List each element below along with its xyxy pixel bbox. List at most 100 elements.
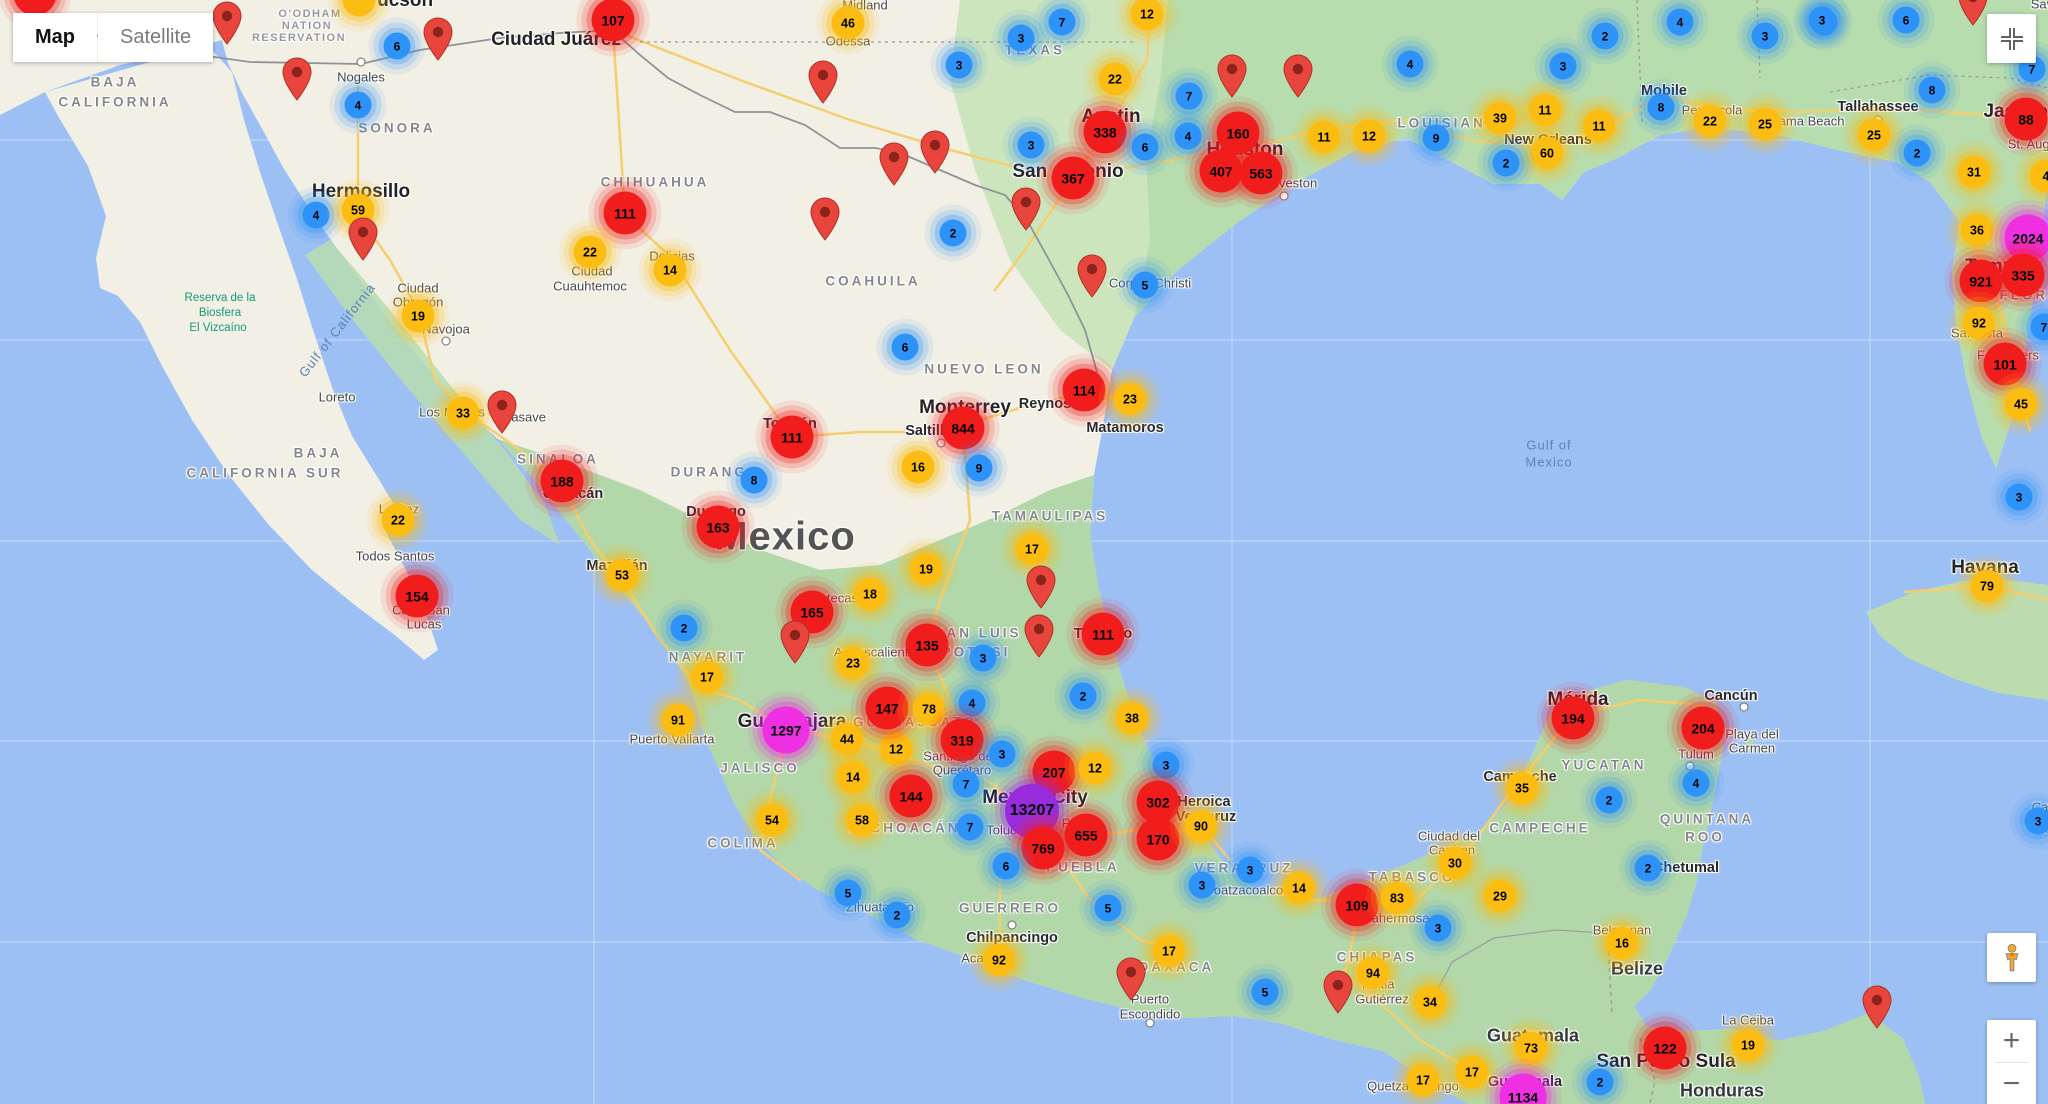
cluster-marker[interactable]: 2 <box>1634 854 1662 882</box>
cluster-marker[interactable]: 19 <box>1731 1028 1765 1062</box>
cluster-marker[interactable]: 170 <box>1136 817 1180 861</box>
cluster-marker[interactable]: 563 <box>1239 151 1283 195</box>
cluster-marker[interactable]: 6 <box>1892 6 1920 34</box>
cluster-marker[interactable]: 46 <box>831 6 865 40</box>
cluster-marker[interactable]: 2 <box>1903 139 1931 167</box>
cluster-marker[interactable]: 7 <box>2030 313 2048 341</box>
cluster-marker[interactable]: 769 <box>1021 826 1065 870</box>
cluster-marker[interactable]: 407 <box>1199 149 1243 193</box>
map-pin[interactable] <box>1862 985 1892 1029</box>
cluster-marker[interactable]: 36 <box>1960 213 1994 247</box>
cluster-marker[interactable]: 35 <box>1505 771 1539 805</box>
cluster-marker[interactable]: 8 <box>1918 76 1946 104</box>
cluster-marker[interactable]: 6 <box>891 333 919 361</box>
cluster-marker[interactable]: 114 <box>1062 368 1106 412</box>
cluster-marker[interactable]: 135 <box>905 623 949 667</box>
cluster-marker[interactable]: 14 <box>1282 871 1316 905</box>
cluster-marker[interactable]: 79 <box>1970 569 2004 603</box>
cluster-marker[interactable]: 19 <box>401 299 435 333</box>
cluster-marker[interactable]: 91 <box>661 703 695 737</box>
cluster-marker[interactable]: 5 <box>834 879 862 907</box>
cluster-marker[interactable]: 90 <box>1184 809 1218 843</box>
cluster-marker[interactable]: 194 <box>1551 696 1595 740</box>
cluster-marker[interactable]: 22 <box>1098 62 1132 96</box>
map-pin[interactable] <box>920 130 950 174</box>
cluster-marker[interactable]: 3 <box>1017 131 1045 159</box>
cluster-marker[interactable]: 302 <box>1136 780 1180 824</box>
cluster-marker[interactable]: 12 <box>1130 0 1164 31</box>
cluster-marker[interactable]: 5 <box>1094 894 1122 922</box>
cluster-marker[interactable]: 144 <box>889 774 933 818</box>
zoom-in-button[interactable]: + <box>1987 1020 2036 1062</box>
cluster-marker[interactable]: 3 <box>1188 871 1216 899</box>
cluster-marker[interactable]: 107 <box>591 0 635 42</box>
expand-button[interactable] <box>1987 14 2036 63</box>
map-pin[interactable] <box>1026 565 1056 609</box>
cluster-marker[interactable]: 22 <box>573 235 607 269</box>
cluster-marker[interactable]: 60 <box>1530 136 1564 170</box>
cluster-marker[interactable]: 3 <box>988 740 1016 768</box>
cluster-marker[interactable]: 8 <box>1647 93 1675 121</box>
cluster-marker[interactable]: 3 <box>1424 914 1452 942</box>
cluster-marker[interactable]: 6 <box>1131 133 1159 161</box>
cluster-marker[interactable]: 11 <box>1582 109 1616 143</box>
cluster-marker[interactable]: 12 <box>1078 751 1112 785</box>
map-pin[interactable] <box>1323 970 1353 1014</box>
cluster-marker[interactable]: 25 <box>1748 107 1782 141</box>
cluster-marker[interactable]: 3 <box>969 644 997 672</box>
cluster-marker[interactable]: 2 <box>1586 1068 1614 1096</box>
cluster-marker[interactable]: 18 <box>853 577 887 611</box>
map-pin[interactable] <box>879 142 909 186</box>
map-pin[interactable] <box>1116 957 1146 1001</box>
cluster-marker[interactable]: 3 <box>1152 751 1180 779</box>
cluster-marker[interactable]: 3 <box>1751 22 1779 50</box>
map-pin[interactable] <box>1077 254 1107 298</box>
cluster-marker[interactable]: 3 <box>2024 807 2048 835</box>
cluster-marker[interactable]: 111 <box>603 191 647 235</box>
cluster-marker[interactable]: 12 <box>1352 119 1386 153</box>
cluster-marker[interactable]: 367 <box>1051 156 1095 200</box>
cluster-marker[interactable]: 22 <box>1693 104 1727 138</box>
cluster-marker[interactable]: 9 <box>965 454 993 482</box>
map-pin[interactable] <box>780 620 810 664</box>
cluster-marker[interactable]: 73 <box>1514 1031 1548 1065</box>
cluster-marker[interactable]: 17 <box>690 660 724 694</box>
zoom-out-button[interactable]: − <box>1987 1063 2036 1104</box>
cluster-marker[interactable]: 6 <box>992 852 1020 880</box>
map-pin[interactable] <box>1011 187 1041 231</box>
cluster-marker[interactable]: 14 <box>653 253 687 287</box>
cluster-marker[interactable]: 54 <box>755 803 789 837</box>
cluster-marker[interactable]: 655 <box>1064 813 1108 857</box>
cluster-marker[interactable]: 111 <box>1081 612 1125 656</box>
cluster-marker[interactable] <box>13 0 57 16</box>
cluster-marker[interactable]: 921 <box>1959 259 2003 303</box>
cluster-marker[interactable]: 29 <box>1483 879 1517 913</box>
map-pin[interactable] <box>1217 54 1247 98</box>
map-pin[interactable] <box>487 390 517 434</box>
cluster-marker[interactable]: 2 <box>1595 786 1623 814</box>
map-pin[interactable] <box>348 217 378 261</box>
cluster-marker[interactable]: 9 <box>1422 124 1450 152</box>
cluster-marker[interactable]: 3 <box>1549 52 1577 80</box>
cluster-marker[interactable]: 7 <box>956 813 984 841</box>
cluster-marker[interactable]: 7 <box>1048 8 1076 36</box>
cluster-marker[interactable]: 30 <box>1438 846 1472 880</box>
cluster-marker[interactable]: 17 <box>1455 1055 1489 1089</box>
cluster-marker[interactable]: 34 <box>1413 985 1447 1019</box>
cluster-marker[interactable]: 8 <box>740 466 768 494</box>
map-pin[interactable] <box>1024 614 1054 658</box>
cluster-marker[interactable]: 147 <box>865 686 909 730</box>
map-pin[interactable] <box>1958 0 1988 26</box>
cluster-marker[interactable]: 111 <box>770 415 814 459</box>
cluster-marker[interactable]: 207 <box>1032 750 1076 794</box>
cluster-marker[interactable]: 2 <box>1069 682 1097 710</box>
cluster-marker[interactable]: 83 <box>1380 881 1414 915</box>
cluster-marker[interactable]: 3 <box>945 51 973 79</box>
cluster-marker[interactable]: 44 <box>830 722 864 756</box>
cluster-marker[interactable]: 844 <box>941 406 985 450</box>
cluster-marker[interactable]: 17 <box>1406 1063 1440 1097</box>
cluster-marker[interactable]: 58 <box>845 803 879 837</box>
cluster-marker[interactable]: 17 <box>1152 934 1186 968</box>
cluster-marker[interactable]: 163 <box>696 505 740 549</box>
cluster-marker[interactable]: 6 <box>383 32 411 60</box>
